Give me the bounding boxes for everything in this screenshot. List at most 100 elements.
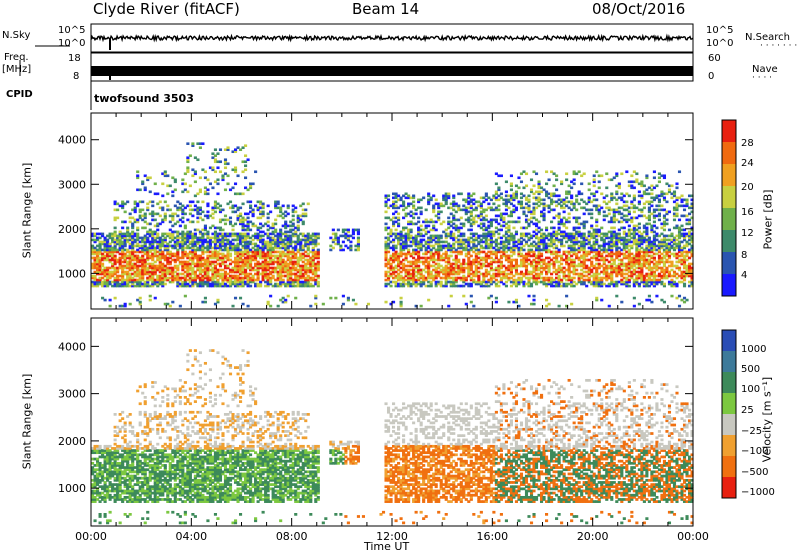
heatmap-cell [221, 252, 225, 256]
heatmap-cell [216, 256, 220, 260]
heatmap-cell [178, 232, 182, 236]
heatmap-cell [213, 154, 218, 158]
heatmap-cell [223, 236, 228, 240]
heatmap-cell [198, 254, 202, 258]
heatmap-cell [206, 274, 210, 278]
heatmap-cell [289, 268, 293, 272]
heatmap-cell [146, 240, 150, 244]
heatmap-cell [269, 254, 273, 258]
heatmap-cell [208, 250, 212, 254]
heatmap-cell [148, 176, 152, 180]
heatmap-cell [151, 248, 155, 252]
heatmap-cell [271, 248, 275, 252]
heatmap-cell [163, 268, 167, 272]
heatmap-cell [238, 248, 243, 252]
heatmap-cell [106, 258, 110, 262]
heatmap-cell [211, 282, 215, 286]
heatmap-cell [557, 194, 561, 198]
heatmap-cell [251, 222, 255, 226]
heatmap-cell [213, 236, 218, 240]
heatmap-cell [186, 142, 190, 146]
heatmap-cell [143, 240, 147, 244]
heatmap-cell [580, 192, 584, 196]
heatmap-cell [241, 268, 245, 272]
heatmap-cell [101, 284, 105, 288]
heatmap-cell [590, 260, 594, 264]
heatmap-cell [238, 268, 243, 272]
heatmap-cell [494, 182, 498, 186]
heatmap-cell [296, 216, 300, 220]
heatmap-cell [141, 240, 145, 244]
heatmap-cell [93, 252, 97, 256]
heatmap-cell [281, 242, 285, 246]
heatmap-cell [233, 192, 238, 196]
heatmap-cell [131, 230, 135, 234]
heatmap-cell [600, 206, 604, 210]
heatmap-cell [146, 258, 150, 262]
heatmap-cell [279, 252, 283, 256]
heatmap-cell [231, 186, 235, 190]
heatmap-cell [294, 266, 298, 270]
heatmap-cell [191, 270, 195, 274]
heatmap-cell [269, 282, 273, 286]
heatmap-cell [244, 282, 248, 286]
heatmap-cell [186, 170, 190, 174]
heatmap-cell [208, 214, 212, 218]
heatmap-cell [231, 224, 235, 228]
heatmap-cell [213, 202, 218, 206]
heatmap-cell [284, 268, 288, 272]
heatmap-cell [246, 220, 250, 224]
heatmap-cell [113, 238, 117, 242]
heatmap-cell [502, 216, 506, 220]
heatmap-cell [131, 266, 135, 270]
heatmap-cell [439, 234, 443, 238]
heatmap-cell [106, 248, 110, 252]
heatmap-cell [136, 204, 140, 208]
heatmap-cell [233, 170, 238, 174]
heatmap-cell [221, 232, 225, 236]
nave-label: Nave [752, 64, 778, 75]
heatmap-cell [236, 174, 240, 178]
heatmap-cell [291, 260, 295, 264]
heatmap-cell [289, 238, 293, 242]
heatmap-cell [136, 202, 140, 206]
heatmap-cell [246, 216, 250, 220]
heatmap-cell [181, 240, 185, 244]
heatmap-cell [198, 260, 202, 264]
heatmap-cell [93, 234, 97, 238]
heatmap-cell [126, 226, 130, 230]
heatmap-cell [96, 252, 100, 256]
heatmap-cell [166, 262, 170, 266]
heatmap-cell [331, 246, 335, 250]
heatmap-cell [286, 282, 290, 286]
heatmap-cell [206, 272, 210, 276]
heatmap-cell [527, 194, 531, 198]
heatmap-cell [269, 266, 273, 270]
heatmap-cell [221, 260, 225, 264]
heatmap-cell [489, 294, 493, 298]
heatmap-cell [96, 244, 100, 248]
heatmap-cell [452, 194, 456, 198]
heatmap-cell [223, 254, 228, 258]
heatmap-cell [271, 222, 275, 226]
heatmap-cell [244, 160, 248, 164]
heatmap-cell [193, 244, 197, 248]
heatmap-cell [231, 274, 235, 278]
heatmap-cell [176, 234, 180, 238]
heatmap-cell [111, 274, 115, 278]
heatmap-cell [93, 258, 97, 262]
heatmap-cell [289, 242, 293, 246]
heatmap-cell [539, 252, 544, 256]
heatmap-cell [233, 262, 238, 266]
heatmap-cell [178, 272, 182, 276]
heatmap-cell [261, 272, 265, 276]
heatmap-cell [203, 266, 207, 270]
heatmap-cell [276, 274, 280, 278]
heatmap-cell [96, 280, 100, 284]
heatmap-cell [218, 246, 223, 250]
heatmap-cell [203, 264, 207, 268]
heatmap-cell [294, 280, 298, 284]
heatmap-cell [143, 252, 147, 256]
heatmap-cell [233, 264, 238, 268]
heatmap-cell [213, 180, 218, 184]
